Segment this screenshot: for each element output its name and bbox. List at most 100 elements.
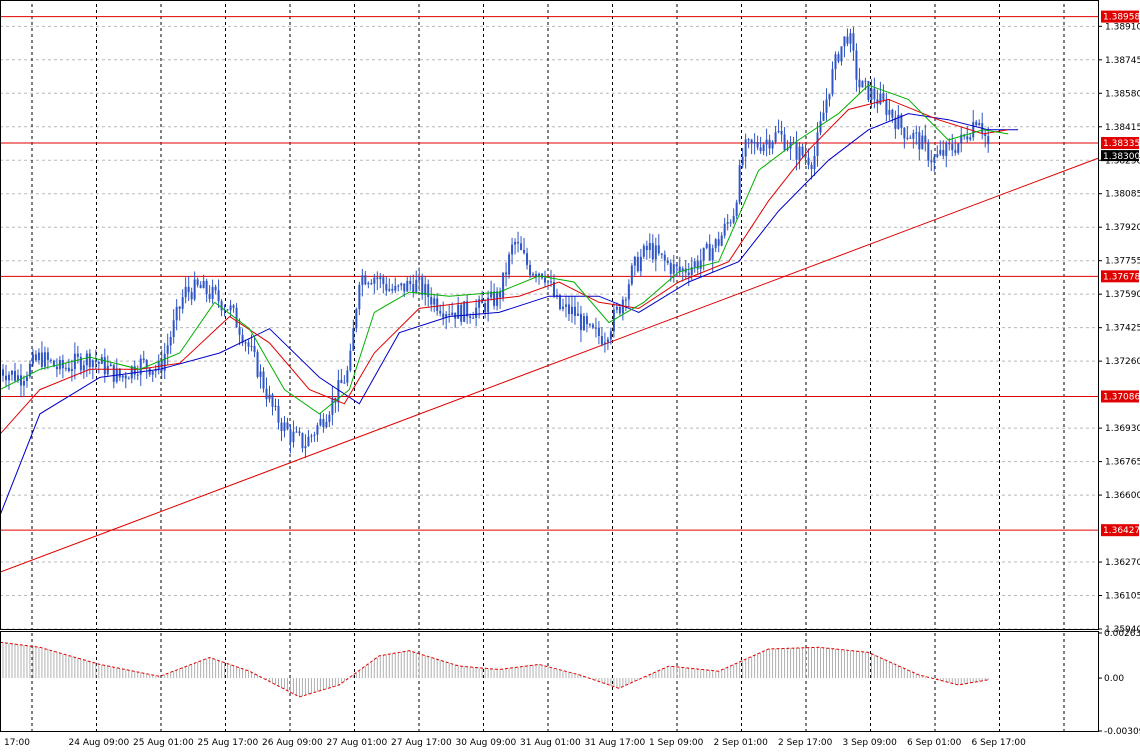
candle-body bbox=[765, 139, 768, 145]
candle-body bbox=[987, 136, 990, 145]
candle-body bbox=[175, 306, 178, 321]
candle-body bbox=[31, 354, 34, 364]
candle-body bbox=[924, 135, 927, 143]
candle-body bbox=[564, 304, 567, 307]
candle-body bbox=[720, 235, 723, 246]
candle-body bbox=[699, 260, 702, 269]
candle-body bbox=[669, 263, 672, 274]
candle-body bbox=[825, 99, 828, 113]
candle-body bbox=[834, 54, 837, 70]
candle-body bbox=[28, 363, 31, 377]
y-tick-label: 1.37590 bbox=[1105, 290, 1140, 300]
candle-body bbox=[744, 139, 747, 157]
candle-body bbox=[870, 88, 873, 100]
candle-body bbox=[472, 317, 475, 319]
ma-mid-line bbox=[0, 98, 1009, 435]
candle-body bbox=[151, 371, 154, 375]
candle-body bbox=[675, 264, 678, 267]
candle-body bbox=[570, 306, 573, 315]
candle-body bbox=[879, 93, 882, 104]
candle-body bbox=[415, 279, 418, 293]
candle-body bbox=[843, 36, 846, 47]
candle-body bbox=[133, 366, 136, 375]
candle-body bbox=[274, 405, 277, 407]
candle-body bbox=[930, 160, 933, 163]
candle-body bbox=[867, 81, 870, 100]
candle-body bbox=[873, 88, 876, 100]
candle-body bbox=[97, 362, 100, 364]
candle-body bbox=[618, 306, 621, 314]
candle-body bbox=[490, 291, 493, 298]
candle-body bbox=[585, 316, 588, 325]
candle-body bbox=[909, 137, 912, 139]
candle-body bbox=[214, 286, 217, 291]
candle-body bbox=[439, 310, 442, 314]
x-tick-label: 1 Sep 09:00 bbox=[649, 738, 704, 748]
candle-body bbox=[241, 334, 244, 343]
candle-body bbox=[855, 50, 858, 80]
candle-body bbox=[163, 353, 166, 371]
candle-body bbox=[606, 339, 609, 343]
candle-body bbox=[292, 431, 295, 443]
y-tick-label: 1.36270 bbox=[1105, 558, 1140, 568]
candle-body bbox=[624, 299, 627, 301]
candle-body bbox=[660, 253, 663, 255]
candle-body bbox=[361, 275, 364, 285]
candle-body bbox=[403, 283, 406, 292]
candle-body bbox=[433, 298, 436, 305]
candle-body bbox=[370, 283, 373, 285]
x-tick-label: 17:00 bbox=[4, 738, 30, 748]
candle-body bbox=[43, 352, 46, 367]
candle-body bbox=[238, 327, 241, 335]
indicator-panel-border bbox=[0, 631, 1099, 732]
candle-body bbox=[232, 305, 235, 308]
candle-body bbox=[813, 155, 816, 170]
candle-body bbox=[978, 123, 981, 126]
candle-body bbox=[891, 109, 894, 118]
candle-body bbox=[544, 277, 547, 283]
candle-body bbox=[876, 99, 879, 104]
candle-body bbox=[576, 313, 579, 316]
candle-body bbox=[229, 305, 232, 311]
y-tick-label: 1.37920 bbox=[1105, 223, 1140, 233]
candle-body bbox=[355, 309, 358, 329]
candle-body bbox=[831, 69, 834, 95]
candle-body bbox=[319, 419, 322, 426]
candle-body bbox=[597, 327, 600, 337]
x-tick-label: 25 Aug 17:00 bbox=[198, 738, 259, 748]
candle-body bbox=[352, 328, 355, 351]
candle-body bbox=[328, 414, 331, 422]
trendline-segment bbox=[0, 157, 1099, 573]
candle-body bbox=[666, 260, 669, 264]
y-tick-label: 1.36930 bbox=[1105, 424, 1140, 434]
candle-body bbox=[972, 121, 975, 138]
candle-body bbox=[511, 244, 514, 255]
candle-body bbox=[427, 284, 430, 298]
candle-body bbox=[325, 421, 328, 428]
y-tick-label: 1.38250 bbox=[1105, 156, 1140, 166]
candle-body bbox=[918, 132, 921, 150]
candle-body bbox=[541, 273, 544, 278]
candle-body bbox=[900, 114, 903, 128]
candle-body bbox=[882, 93, 885, 100]
candle-body bbox=[16, 375, 19, 381]
candle-body bbox=[226, 309, 229, 311]
candle-body bbox=[268, 394, 271, 400]
candle-body bbox=[852, 33, 855, 51]
candle-body bbox=[690, 267, 693, 275]
candle-body bbox=[915, 132, 918, 134]
y-tick-label: 1.38910 bbox=[1105, 22, 1140, 32]
candle-body bbox=[936, 154, 939, 157]
candle-body bbox=[283, 422, 286, 432]
candle-body bbox=[322, 419, 325, 428]
candle-body bbox=[4, 375, 7, 381]
candle-body bbox=[481, 299, 484, 304]
candle-body bbox=[205, 280, 208, 295]
candle-body bbox=[37, 352, 40, 361]
candle-body bbox=[535, 274, 538, 277]
y-tick-label: 1.38415 bbox=[1105, 123, 1140, 133]
candle-body bbox=[912, 132, 915, 139]
candle-body bbox=[130, 366, 133, 379]
candle-body bbox=[957, 143, 960, 153]
candle-body bbox=[735, 202, 738, 216]
